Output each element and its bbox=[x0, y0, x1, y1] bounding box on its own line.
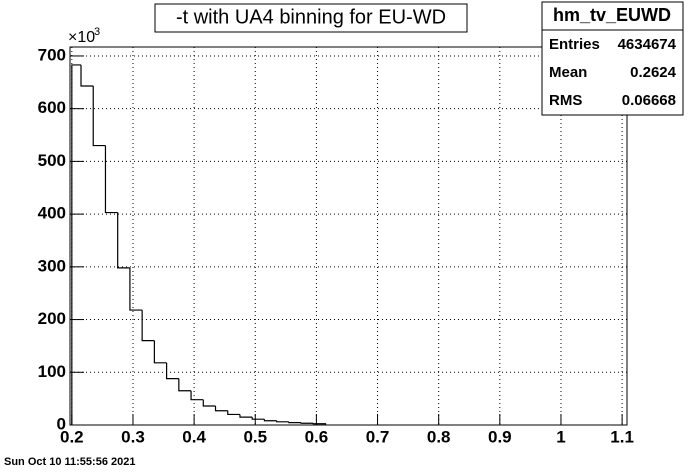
histogram-bin bbox=[178, 378, 192, 392]
histogram-bin bbox=[202, 399, 216, 407]
histogram-bin bbox=[251, 417, 265, 420]
histogram-bin bbox=[92, 86, 106, 147]
y-tick-label: 600 bbox=[38, 98, 66, 117]
x-tick-label: 0.2 bbox=[60, 427, 84, 446]
stats-value: 4634674 bbox=[618, 36, 677, 53]
x-tick-label: 1.1 bbox=[610, 427, 634, 446]
histogram-bin bbox=[190, 390, 204, 401]
plot-frame bbox=[69, 46, 628, 426]
x-tick-label: 0.7 bbox=[366, 427, 390, 446]
histogram-bin bbox=[312, 423, 327, 425]
x-tick-label: 0.9 bbox=[488, 427, 512, 446]
histogram-bin bbox=[104, 145, 118, 214]
y-tick-label: 500 bbox=[38, 151, 66, 170]
y-tick-label: 200 bbox=[38, 309, 66, 328]
histogram-bin bbox=[117, 212, 130, 269]
stats-title: hm_tv_EUWD bbox=[553, 5, 671, 25]
x-tick-label: 0.5 bbox=[243, 427, 267, 446]
y-tick-label: 400 bbox=[38, 204, 66, 223]
histogram-bin bbox=[214, 406, 228, 412]
title-box bbox=[154, 3, 468, 33]
x-tick-label: 0.8 bbox=[427, 427, 451, 446]
stats-value: 0.2624 bbox=[630, 64, 677, 81]
stats-label: Entries bbox=[549, 36, 600, 53]
x-tick-label: 0.4 bbox=[182, 427, 206, 446]
stats-frame bbox=[541, 1, 684, 116]
histogram-bin bbox=[80, 64, 94, 87]
y-multiplier: ×10 bbox=[68, 29, 95, 46]
histogram-bin bbox=[276, 420, 289, 423]
x-tick-label: 0.3 bbox=[121, 427, 145, 446]
histogram-bin bbox=[288, 421, 302, 424]
stats-box: hm_tv_EUWD Entries 4634674 Mean 0.2624 RMS 0.… bbox=[541, 1, 684, 116]
x-tick-label: 1 bbox=[556, 427, 565, 446]
histogram-bin bbox=[166, 362, 179, 380]
stats-value: 0.06668 bbox=[622, 92, 676, 109]
histogram-bin bbox=[227, 410, 240, 416]
y-tick-label: 700 bbox=[38, 45, 66, 64]
y-tick-label: 300 bbox=[38, 256, 66, 275]
histogram-bin bbox=[153, 340, 167, 364]
histogram-bin bbox=[141, 310, 155, 342]
y-tick-label: 100 bbox=[38, 362, 66, 381]
histogram-bin bbox=[129, 267, 143, 311]
histogram-bin bbox=[71, 64, 82, 425]
stats-label: Mean bbox=[549, 64, 587, 81]
histogram-bin bbox=[263, 419, 277, 422]
y-tick-label: 0 bbox=[57, 414, 66, 433]
timestamp: Sun Oct 10 11:55:56 2021 bbox=[4, 456, 135, 468]
x-tick-label: 0.6 bbox=[305, 427, 329, 446]
chart-title: -t with UA4 binning for EU-WD bbox=[176, 6, 446, 28]
stats-label: RMS bbox=[549, 92, 582, 109]
histogram-bin bbox=[239, 414, 253, 418]
histogram-bin bbox=[300, 422, 314, 424]
y-multiplier-exponent: 3 bbox=[94, 26, 100, 38]
